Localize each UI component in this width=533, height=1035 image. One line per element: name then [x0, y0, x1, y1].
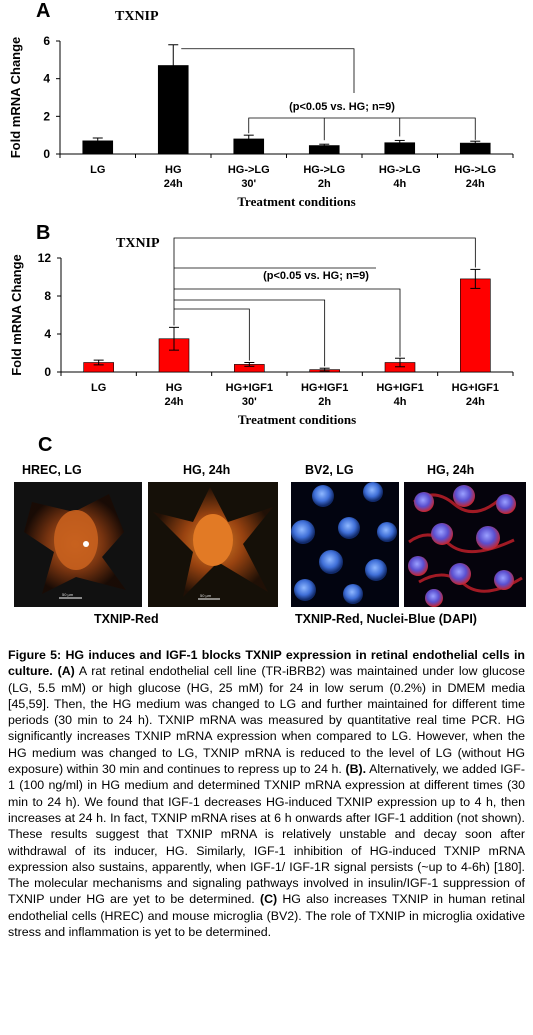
x-axis-title: Treatment conditions — [238, 412, 356, 427]
category-label-sub: 2h — [318, 178, 331, 190]
category-label: HG+IGF1 — [226, 382, 273, 394]
caption-text-c: HG also increases TXNIP in human retinal… — [8, 892, 526, 940]
bracket-hg-vs-4h — [174, 288, 401, 357]
caption-heading: Figure 5: HG induces and IGF-1 blocks TX… — [8, 648, 525, 679]
category-label-sub: 24h — [165, 396, 184, 408]
category-label-sub: 24h — [466, 396, 485, 408]
y-axis-title: Fold mRNA Change — [8, 37, 23, 159]
group-label-hrec: TXNIP-Red — [94, 612, 159, 626]
scalebar-label-1: 50 µm — [62, 592, 74, 597]
category-label: HG->LG — [228, 164, 270, 176]
chart-b: Fold mRNA Change 0 4 8 12 LG HG 24h HG+IGF1 30' HG… — [9, 237, 514, 427]
caption-text-a: A rat retinal endothelial cell line (TR-… — [8, 664, 525, 777]
y-tick-label: 0 — [44, 365, 51, 379]
chart-a: Fold mRNA Change 0 2 4 6 LG HG 24h HG->LG 30' HG->… — [8, 34, 514, 209]
panel-b-letter: B — [36, 222, 51, 244]
panel-a-title: TXNIP — [115, 9, 159, 24]
group-label-bv2: TXNIP-Red, Nuclei-Blue (DAPI) — [295, 612, 477, 626]
y-tick-label: 0 — [43, 147, 50, 161]
category-label-sub: 2h — [318, 396, 331, 408]
category-label-sub: 4h — [393, 178, 406, 190]
panel-c-letter: C — [38, 434, 53, 456]
category-label: HG — [165, 164, 182, 176]
caption-marker-a: (A) — [57, 664, 75, 679]
category-label-sub: 4h — [394, 396, 407, 408]
category-label-sub: 24h — [466, 178, 485, 190]
panel-b-title: TXNIP — [116, 236, 160, 251]
category-label: LG — [91, 382, 106, 394]
x-axis-title: Treatment conditions — [237, 194, 355, 209]
y-tick-label: 12 — [38, 251, 52, 265]
significance-note: (p<0.05 vs. HG; n=9) — [263, 270, 369, 282]
category-label: HG->LG — [379, 164, 421, 176]
bar — [460, 278, 491, 373]
bracket-hg-vs-24h — [173, 237, 476, 326]
significance-bracket — [181, 48, 355, 93]
y-tick-label: 2 — [43, 109, 50, 123]
panel-a-letter: A — [36, 0, 51, 22]
caption-text-b: Alternatively, we added IGF-1 (100 ng/ml… — [8, 762, 525, 907]
caption-marker-b: (B). — [345, 762, 367, 777]
bracket-hg-vs-30m — [174, 308, 250, 361]
y-tick-label: 4 — [43, 72, 50, 86]
micrograph-hrec-lg: 50 µm — [14, 482, 142, 607]
y-axis-title: Fold mRNA Change — [9, 254, 24, 376]
image-label-bv2-lg: BV2, LG — [305, 463, 354, 477]
image-label-hrec-hg: HG, 24h — [183, 463, 231, 477]
category-label-sub: 30' — [242, 396, 257, 408]
micrograph-bv2-lg — [291, 482, 399, 607]
category-label: HG->LG — [303, 164, 345, 176]
category-label: LG — [90, 164, 105, 176]
caption-marker-c: (C) — [259, 892, 278, 907]
image-label-bv2-hg: HG, 24h — [427, 463, 475, 477]
category-label: HG — [166, 382, 183, 394]
category-label: HG+IGF1 — [452, 382, 499, 394]
category-label-sub: 24h — [164, 178, 183, 190]
bracket-hg-vs-2h — [174, 299, 326, 367]
category-label: HG+IGF1 — [376, 382, 423, 394]
category-label: HG->LG — [454, 164, 496, 176]
image-label-hrec-lg: HREC, LG — [22, 463, 82, 477]
scalebar-label-2: 50 µm — [200, 593, 212, 598]
y-tick-label: 6 — [43, 34, 50, 48]
y-tick-label: 8 — [44, 289, 51, 303]
figure-caption: Figure 5: HG induces and IGF-1 blocks TX… — [8, 647, 525, 940]
category-label-sub: 30' — [241, 178, 256, 190]
significance-note: (p<0.05 vs. HG; n=9) — [289, 101, 395, 113]
y-tick-label: 4 — [44, 327, 51, 341]
category-label: HG+IGF1 — [301, 382, 348, 394]
micrograph-bv2-hg — [404, 482, 526, 607]
micrograph-hrec-hg: 50 µm — [148, 482, 278, 607]
significance-line — [248, 117, 476, 140]
